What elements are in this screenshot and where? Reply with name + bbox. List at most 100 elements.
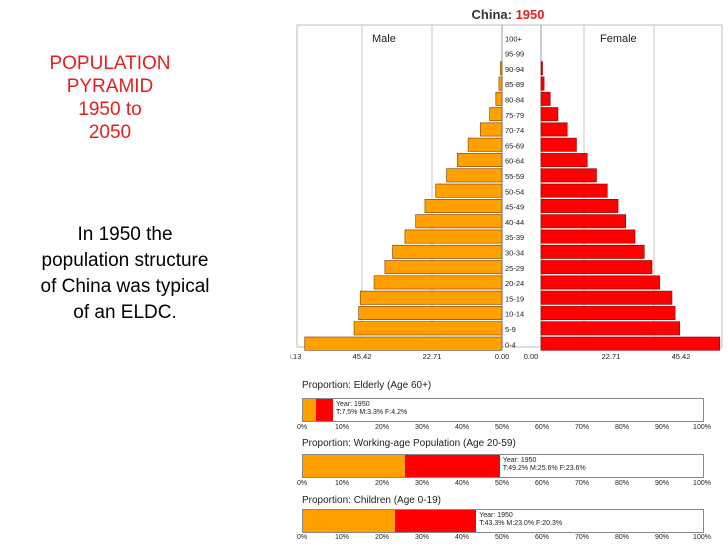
x-tick-label: 0.00 (495, 352, 510, 361)
age-group-label: 100+ (505, 34, 523, 43)
male-bar (359, 290, 503, 305)
age-group-label: 45-49 (505, 203, 524, 212)
female-bar (540, 107, 559, 122)
female-bar (540, 336, 721, 351)
female-share-bar (316, 399, 333, 421)
proportion-tick-label: 70% (574, 480, 590, 487)
age-group-label: 50-54 (505, 187, 524, 196)
proportion-note-line: T:49.2% M:25.6% F:23.6% (502, 465, 586, 472)
proportion-tick-label: 20% (374, 424, 390, 431)
body-line: population structure (41, 250, 209, 271)
male-share-bar (303, 510, 396, 532)
proportion-axis: 0% 10% 20% 30% 40% 50% 60% 70% 80% 90% 100% (297, 480, 711, 490)
male-bar (415, 214, 503, 229)
x-tick-label: 45.42 (672, 352, 691, 361)
age-group-label: 35-39 (505, 233, 524, 242)
female-bar (540, 321, 681, 336)
male-bar (392, 244, 503, 259)
proportion-tick-label: 80% (614, 534, 630, 541)
proportion-working-panel: Proportion: Working-age Population (Age … (297, 436, 711, 496)
proportion-tick-label: 70% (574, 424, 590, 431)
male-bar (446, 168, 503, 183)
female-share-bar (405, 455, 500, 477)
proportion-axis: 0% 10% 20% 30% 40% 50% 60% 70% 80% 90% 100% (297, 534, 711, 544)
male-share-bar (303, 455, 407, 477)
proportion-elderly-panel: Proportion: Elderly (Age 60+) Year: 1950… (297, 378, 711, 438)
female-bar (540, 275, 660, 290)
male-bar (384, 260, 503, 275)
proportion-tick-label: 60% (534, 534, 550, 541)
proportion-note-line: Year: 1950 (502, 457, 537, 464)
slide-body-text: In 1950 the population structure of Chin… (4, 222, 246, 326)
age-group-label: 85-89 (505, 80, 524, 89)
proportion-tick-label: 30% (414, 424, 430, 431)
male-bar (498, 76, 503, 91)
age-group-label: 60-64 (505, 157, 524, 166)
proportion-tick-label: 10% (334, 534, 350, 541)
proportion-tick-label: 10% (334, 424, 350, 431)
female-bar (540, 153, 588, 167)
proportion-title: Proportion: Children (Age 0-19) (302, 495, 441, 506)
proportion-tick-label: 90% (654, 480, 670, 487)
age-group-label: 30-34 (505, 249, 524, 258)
proportion-tick-label: 10% (334, 480, 350, 487)
proportion-tick-label: 100% (693, 534, 711, 541)
proportion-note-line: T:43.3% M:23.0% F:20.3% (479, 520, 563, 527)
age-group-label: 90-94 (505, 65, 524, 74)
proportion-bar: Year: 1950 T:49.2% M:25.6% F:23.6% (302, 454, 704, 478)
proportion-tick-label: 60% (534, 480, 550, 487)
proportion-note-line: Year: 1950 (479, 512, 513, 519)
pyramid-plot-frame (296, 24, 723, 348)
age-group-label: 75-79 (505, 111, 524, 120)
female-bar (540, 61, 543, 76)
proportion-note: Year: 1950 T:43.3% M:23.0% F:20.3% (479, 512, 562, 528)
male-bar (373, 275, 503, 290)
male-bar (500, 61, 503, 76)
proportion-tick-label: 40% (454, 534, 470, 541)
proportion-tick-label: 50% (494, 534, 510, 541)
proportion-tick-label: 100% (693, 480, 711, 487)
male-bar (424, 199, 503, 213)
proportion-tick-label: 0% (296, 534, 308, 541)
x-tick-label: 68.13 (290, 352, 301, 361)
age-group-label: 25-29 (505, 264, 524, 273)
age-group-label: 65-69 (505, 141, 524, 150)
proportion-note: Year: 1950 T:49.2% M:25.6% F:23.6% (503, 457, 586, 473)
proportion-note-line: T:7.5% M:3.3% F:4.2% (336, 409, 408, 416)
proportion-bar: Year: 1950 T:43.3% M:23.0% F:20.3% (302, 509, 704, 533)
female-bar (540, 199, 619, 213)
proportion-title: Proportion: Elderly (Age 60+) (302, 380, 432, 391)
body-line: In 1950 the (77, 224, 173, 245)
proportion-tick-label: 70% (574, 534, 590, 541)
body-line: of an ELDC. (73, 302, 177, 323)
proportion-note-line: Year: 1950 (336, 401, 370, 408)
proportion-tick-label: 40% (454, 480, 470, 487)
male-bar (404, 229, 503, 244)
male-bar (457, 153, 503, 167)
proportion-tick-label: 50% (494, 424, 510, 431)
female-bar (540, 76, 545, 91)
female-label: Female (600, 33, 637, 45)
female-bar (540, 122, 568, 137)
age-group-label: 95-99 (505, 50, 524, 59)
proportion-tick-label: 50% (494, 480, 510, 487)
proportion-tick-label: 30% (414, 480, 430, 487)
pyramid-title: China: 1950 (472, 7, 545, 22)
proportion-children-panel: Proportion: Children (Age 0-19) Year: 19… (297, 493, 711, 546)
pyramid-title-year: 1950 (516, 7, 545, 22)
female-bar (540, 290, 673, 305)
male-bar (467, 137, 503, 152)
population-pyramid-chart: China: 1950 Male Female 100+ 95-99 90-94 85… (290, 7, 723, 361)
proportion-tick-label: 90% (654, 534, 670, 541)
age-group-label: 5-9 (505, 325, 516, 334)
age-group-label: 20-24 (505, 279, 524, 288)
proportion-tick-label: 80% (614, 424, 630, 431)
slide-title: POPULATION PYRAMID 1950 to 2050 (49, 53, 171, 143)
female-bar (540, 229, 636, 244)
proportion-tick-label: 80% (614, 480, 630, 487)
x-tick-label: 22.71 (602, 352, 621, 361)
age-group-label: 40-44 (505, 218, 524, 227)
age-group-label: 15-19 (505, 294, 524, 303)
male-share-bar (303, 399, 318, 421)
female-bar (540, 244, 645, 259)
